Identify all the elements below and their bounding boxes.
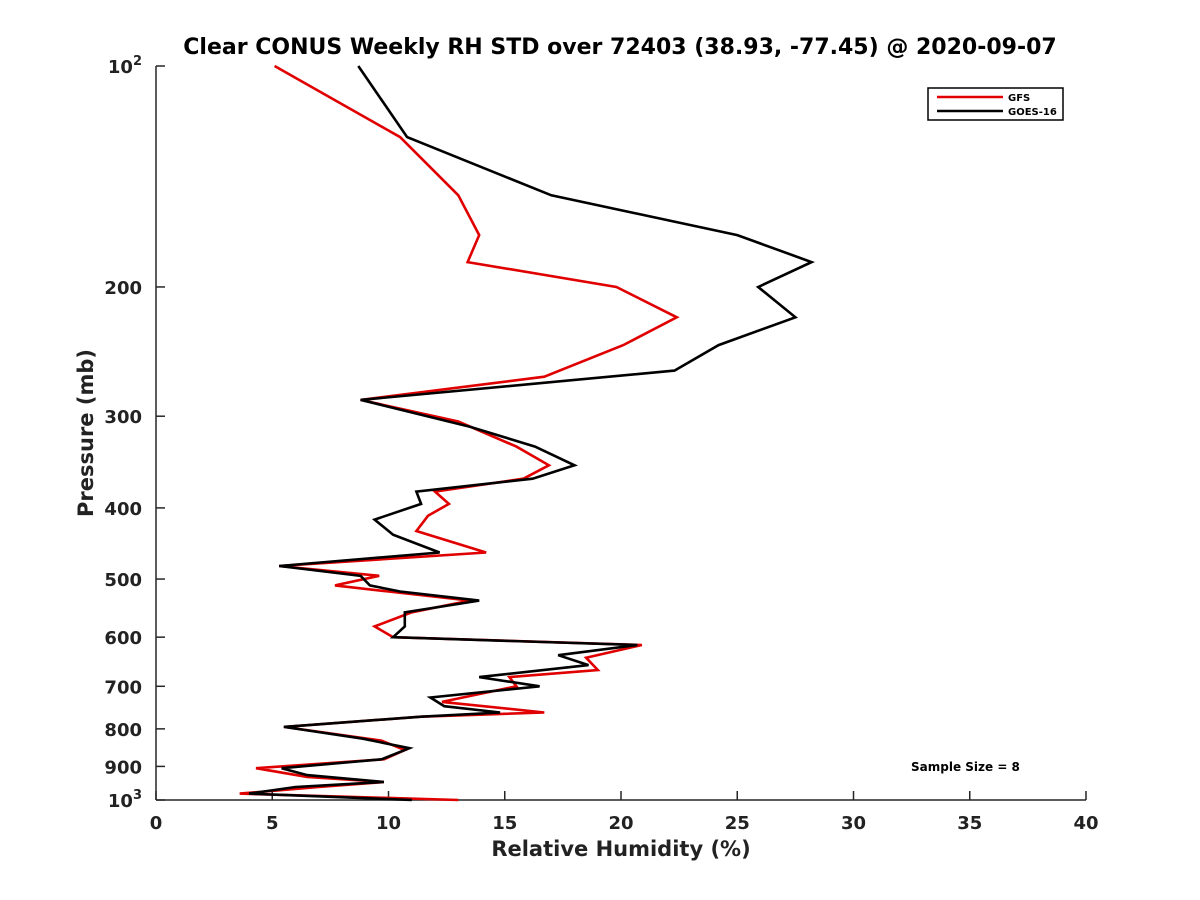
legend-label-goes16: GOES-16: [1008, 107, 1057, 118]
y-tick-label: 400: [104, 499, 142, 520]
x-tick-label: 35: [957, 813, 982, 834]
x-tick-label: 25: [725, 813, 750, 834]
legend-box: [927, 87, 1064, 121]
x-tick-label: 10: [376, 813, 401, 834]
y-axis-ticks: 102 200 300 400 500 600 700 800 900 103: [104, 54, 165, 812]
y-tick-label: 500: [104, 570, 142, 591]
y-axis-label: Pressure (mb): [74, 349, 98, 517]
y-tick-label: 600: [104, 628, 142, 649]
x-tick-label: 0: [150, 813, 163, 834]
y-tick-label: 900: [104, 757, 142, 778]
x-tick-label: 30: [841, 813, 866, 834]
plot-axes: [155, 66, 1086, 801]
legend: GFS GOES-16: [927, 87, 1064, 121]
x-tick-label: 20: [608, 813, 633, 834]
series-layer: [239, 64, 815, 802]
y-tick-label: 800: [104, 720, 142, 741]
series-line-gfs: [239, 64, 680, 802]
x-tick-label: 5: [266, 813, 279, 834]
chart-title: Clear CONUS Weekly RH STD over 72403 (38…: [183, 35, 1056, 60]
x-axis-ticks: 0 5 10 15 20 25 30 35 40: [150, 791, 1099, 834]
y-tick-label: 102: [108, 54, 142, 78]
y-tick-label: 200: [104, 278, 142, 299]
y-tick-label: 700: [104, 677, 142, 698]
x-tick-label: 40: [1073, 813, 1098, 834]
sample-size-note: Sample Size = 8: [911, 760, 1020, 774]
x-tick-label: 15: [492, 813, 517, 834]
y-tick-label: 103: [108, 788, 142, 812]
series-line-goes16: [248, 65, 815, 802]
x-axis-label: Relative Humidity (%): [491, 837, 750, 861]
legend-label-gfs: GFS: [1008, 93, 1030, 104]
y-tick-label: 300: [104, 407, 142, 428]
